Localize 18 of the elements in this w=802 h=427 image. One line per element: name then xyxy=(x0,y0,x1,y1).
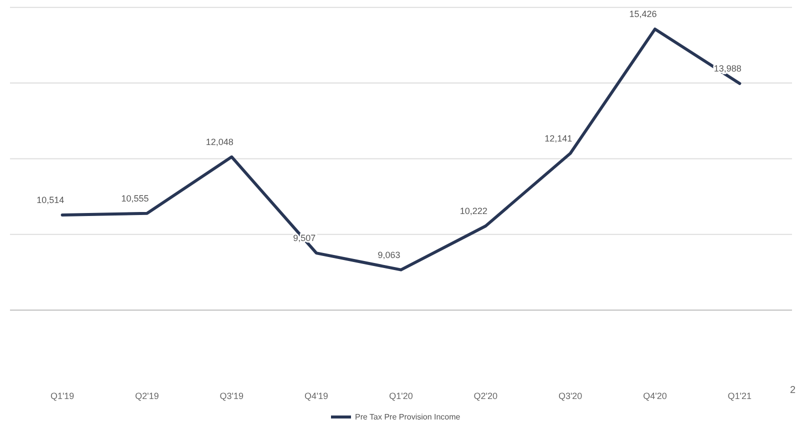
x-tick-label: Q2'19 xyxy=(135,391,159,401)
x-tick-label: Q1'19 xyxy=(50,391,74,401)
data-label: 10,514 xyxy=(36,194,64,205)
x-tick-label: Q4'20 xyxy=(643,391,667,401)
x-tick-label: Q1'20 xyxy=(389,391,413,401)
x-tick-label: Q3'20 xyxy=(558,391,582,401)
x-tick-label: Q2'20 xyxy=(474,391,498,401)
data-label: 12,141 xyxy=(544,133,572,144)
data-label: 10,555 xyxy=(121,193,149,204)
data-label: 10,222 xyxy=(460,206,488,216)
legend-label: Pre Tax Pre Provision Income xyxy=(355,412,461,422)
data-label: 12,048 xyxy=(206,136,234,147)
x-tick-label: Q1'21 xyxy=(728,391,752,401)
x-tick-label: Q4'19 xyxy=(304,391,328,401)
data-label: 15,426 xyxy=(629,9,657,20)
data-label: 9,063 xyxy=(378,250,400,260)
text: 2 xyxy=(790,385,796,396)
x-tick-label: Q3'19 xyxy=(220,391,244,401)
